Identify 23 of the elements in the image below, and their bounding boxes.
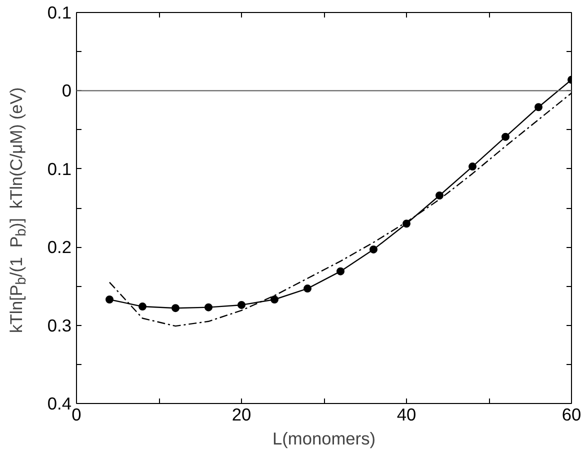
- point: [336, 267, 344, 276]
- point: [106, 296, 114, 304]
- point: [138, 302, 146, 311]
- point: [370, 245, 378, 254]
- point: [468, 162, 476, 171]
- y-tick-label: 0.1: [47, 2, 72, 22]
- x-tick-label: 20: [232, 404, 252, 424]
- point: [238, 300, 246, 309]
- point: [436, 191, 444, 200]
- x-tick-label: 60: [562, 404, 582, 424]
- point: [304, 284, 312, 293]
- point: [534, 103, 542, 112]
- point: [204, 303, 212, 312]
- point: [172, 304, 180, 312]
- x-tick-label: 40: [396, 404, 416, 424]
- x-axis-title: L(monomers): [272, 428, 376, 448]
- y-tick-label: 0.3: [47, 315, 72, 336]
- y-tick-label: 0.1: [47, 158, 72, 179]
- point: [502, 132, 510, 141]
- point: [270, 296, 278, 304]
- y-tick-label: 0.4: [47, 394, 72, 414]
- y-tick-label: 0: [62, 80, 72, 101]
- y-tick-label: 0.2: [47, 237, 72, 258]
